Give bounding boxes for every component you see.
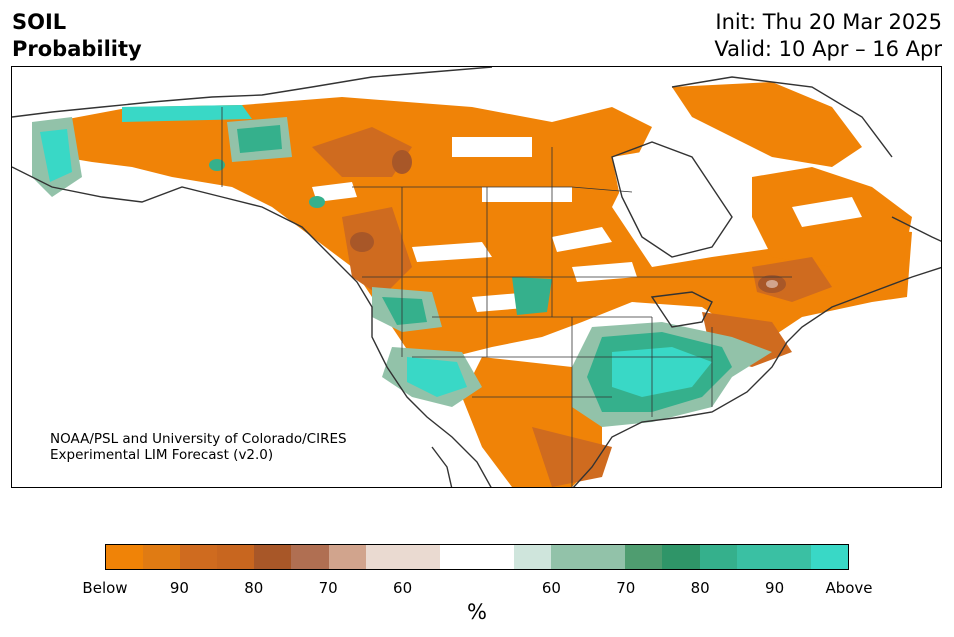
map-canvas bbox=[12, 67, 941, 487]
init-date: Init: Thu 20 Mar 2025 bbox=[715, 10, 942, 34]
colorbar-segment bbox=[699, 545, 737, 569]
date-info: Init: Thu 20 Mar 2025 Valid: 10 Apr – 16… bbox=[714, 9, 942, 63]
coastlines bbox=[12, 67, 941, 487]
colorbar-segment bbox=[736, 545, 774, 569]
colorbar-tick-label: Above bbox=[825, 579, 873, 597]
colorbar-segment bbox=[106, 545, 144, 569]
colorbar-segment bbox=[588, 545, 626, 569]
colorbar-segment bbox=[514, 545, 552, 569]
valid-date: Valid: 10 Apr – 16 Apr bbox=[714, 37, 942, 61]
colorbar-segment bbox=[143, 545, 181, 569]
colorbar-segment bbox=[810, 545, 848, 569]
colorbar-segment bbox=[551, 545, 589, 569]
colorbar-segment bbox=[402, 545, 440, 569]
colorbar-segment bbox=[625, 545, 663, 569]
map-title: SOIL Probability bbox=[12, 9, 142, 63]
forecast-map: NOAA/PSL and University of Colorado/CIRE… bbox=[11, 66, 942, 488]
colorbar bbox=[105, 544, 849, 570]
credit-line-2: Experimental LIM Forecast (v2.0) bbox=[50, 447, 274, 463]
colorbar-segment bbox=[328, 545, 366, 569]
credit-line-1: NOAA/PSL and University of Colorado/CIRE… bbox=[50, 431, 347, 447]
colorbar-tick-label: Below bbox=[82, 579, 128, 597]
variable-label: SOIL bbox=[12, 10, 67, 34]
colorbar-tick-label: 60 bbox=[541, 579, 561, 597]
colorbar-segment bbox=[217, 545, 255, 569]
above-normal-region bbox=[32, 105, 772, 427]
colorbar-unit: % bbox=[467, 600, 487, 624]
colorbar-segment bbox=[476, 545, 515, 569]
colorbar-tick-label: 70 bbox=[318, 579, 338, 597]
political-borders bbox=[221, 107, 792, 487]
product-label: Probability bbox=[12, 37, 142, 61]
colorbar-tick-label: 70 bbox=[616, 579, 636, 597]
colorbar-segment bbox=[254, 545, 292, 569]
colorbar-segment bbox=[439, 545, 477, 569]
colorbar-tick-label: 90 bbox=[169, 579, 189, 597]
colorbar-segment bbox=[662, 545, 700, 569]
colorbar-tick-label: 80 bbox=[244, 579, 264, 597]
colorbar-segment bbox=[291, 545, 329, 569]
colorbar-segment bbox=[365, 545, 403, 569]
colorbar-tick-label: 90 bbox=[765, 579, 785, 597]
credit-text: NOAA/PSL and University of Colorado/CIRE… bbox=[50, 431, 347, 463]
colorbar-segment bbox=[180, 545, 218, 569]
colorbar-segment bbox=[773, 545, 811, 569]
colorbar-tick-label: 60 bbox=[393, 579, 413, 597]
colorbar-tick-label: 80 bbox=[690, 579, 710, 597]
